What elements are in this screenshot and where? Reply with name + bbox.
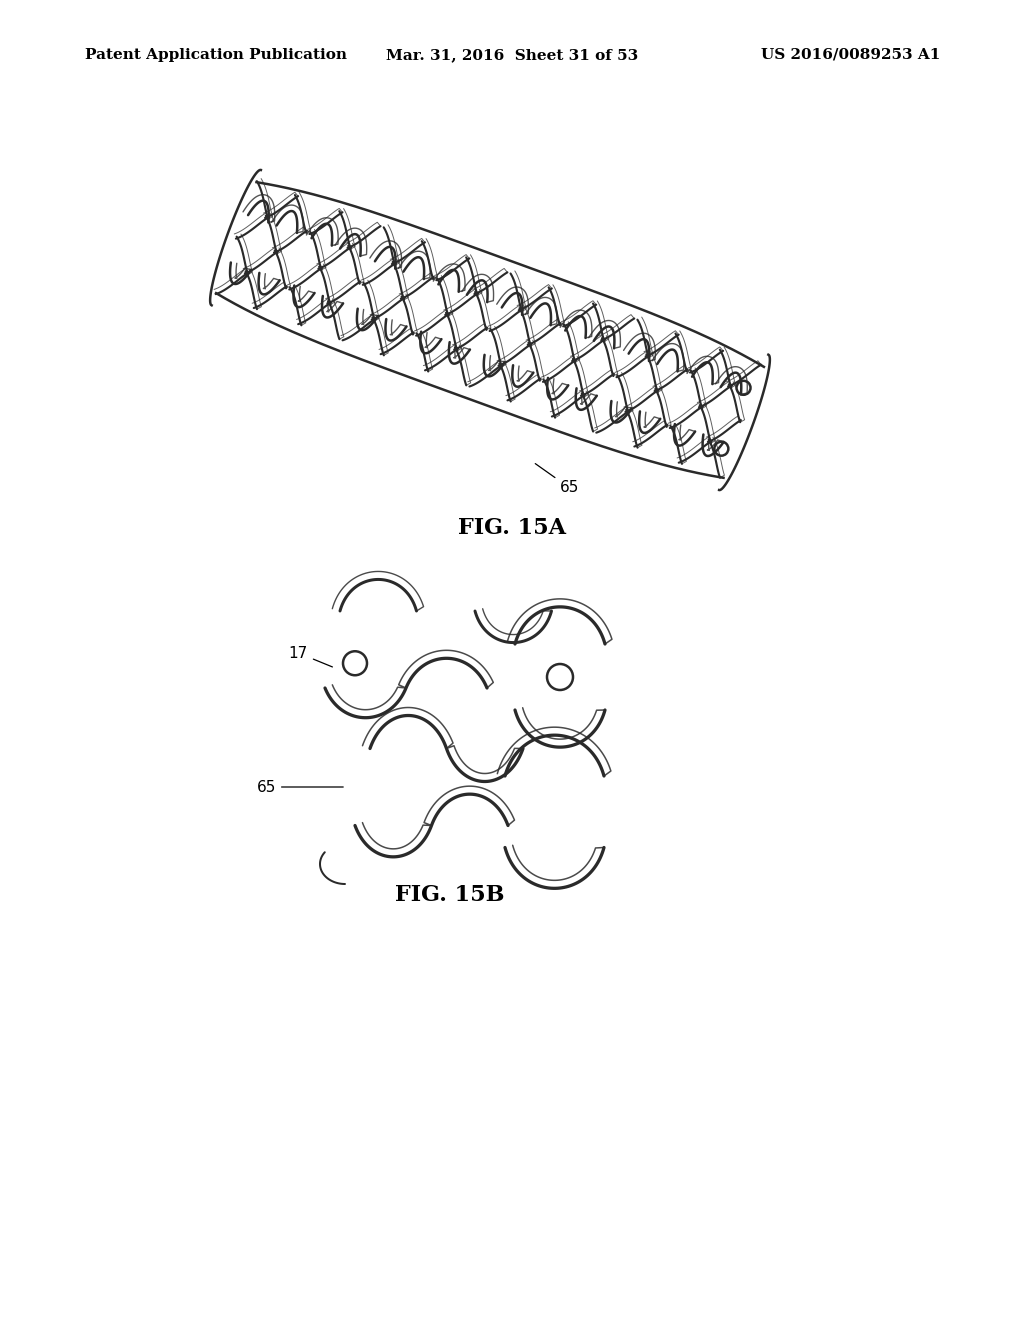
Text: 17: 17 <box>289 645 333 667</box>
Text: Patent Application Publication: Patent Application Publication <box>85 48 347 62</box>
Text: FIG. 15B: FIG. 15B <box>395 884 505 906</box>
Text: Mar. 31, 2016  Sheet 31 of 53: Mar. 31, 2016 Sheet 31 of 53 <box>386 48 638 62</box>
Text: FIG. 15A: FIG. 15A <box>458 517 566 539</box>
Text: US 2016/0089253 A1: US 2016/0089253 A1 <box>761 48 940 62</box>
Text: 65: 65 <box>257 780 343 795</box>
Text: 65: 65 <box>536 463 580 495</box>
